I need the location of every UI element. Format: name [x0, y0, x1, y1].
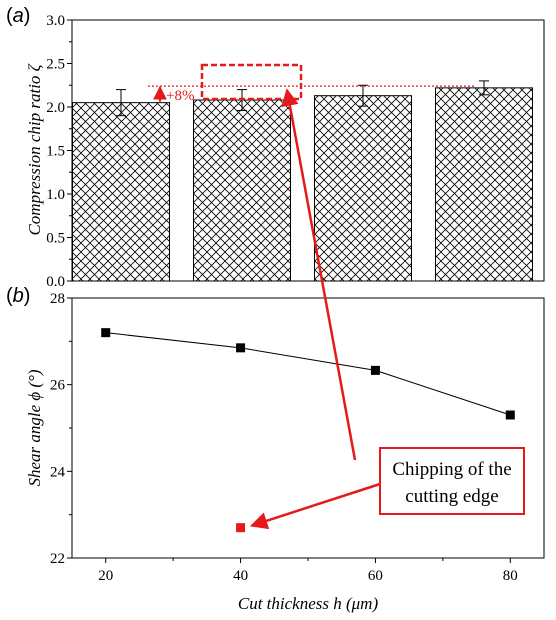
panel-b-xlabel: Cut thickness h (μm) [238, 594, 379, 613]
callout-line-2: cutting edge [405, 486, 498, 507]
y-tick-label-b: 28 [50, 291, 65, 307]
panel-a-ylabel: Compression chip ratio ζ [25, 63, 44, 235]
point-80 [506, 411, 515, 420]
y-tick-label-a: 0.0 [46, 274, 65, 290]
panel-b-x-axis: 20 40 60 80 [98, 558, 518, 584]
y-tick-label-b: 26 [50, 378, 66, 394]
x-tick-label: 20 [98, 568, 113, 584]
bar-60 [315, 96, 412, 281]
shear-angle-points [101, 328, 515, 419]
shear-angle-series-line [106, 333, 511, 415]
y-tick-label-b: 22 [50, 551, 65, 567]
panel-b-y-axis: 22 24 26 28 [50, 291, 72, 567]
y-tick-label-a: 3.0 [46, 13, 65, 29]
x-tick-label: 80 [503, 568, 518, 584]
point-60 [371, 366, 380, 375]
panel-a-bars [73, 88, 533, 281]
y-tick-label-a: 0.5 [46, 231, 65, 247]
point-40 [236, 343, 245, 352]
bar-40 [194, 100, 291, 281]
panel-a-y-axis: 0.0 0.5 1.0 1.5 2.0 2.5 3.0 [46, 13, 72, 290]
panel-b-ylabel: Shear angle ϕ (°) [25, 369, 44, 486]
panel-a-label: (a) [6, 5, 30, 27]
bar-20 [73, 103, 170, 281]
x-tick-label: 40 [233, 568, 248, 584]
panel-b-label: (b) [6, 285, 30, 307]
y-tick-label-b: 24 [50, 464, 66, 480]
chipping-outlier-point [236, 523, 245, 532]
callout-line-1: Chipping of the [392, 459, 511, 480]
increase-annotation: +8% [166, 88, 194, 104]
y-tick-label-a: 1.0 [46, 187, 65, 203]
callout-box: Chipping of the cutting edge [380, 448, 524, 514]
y-tick-label-a: 2.5 [46, 57, 65, 73]
x-tick-label: 60 [368, 568, 383, 584]
highlight-box [202, 65, 301, 99]
panel-a-bar-chart: 0.0 0.5 1.0 1.5 2.0 2.5 3.0 +8% (a) Compressio… [6, 5, 544, 290]
point-20 [101, 328, 110, 337]
y-tick-label-a: 2.0 [46, 100, 65, 116]
y-tick-label-a: 1.5 [46, 144, 65, 160]
callout-arrow-to-outlier [252, 484, 380, 526]
bar-80 [436, 88, 533, 281]
